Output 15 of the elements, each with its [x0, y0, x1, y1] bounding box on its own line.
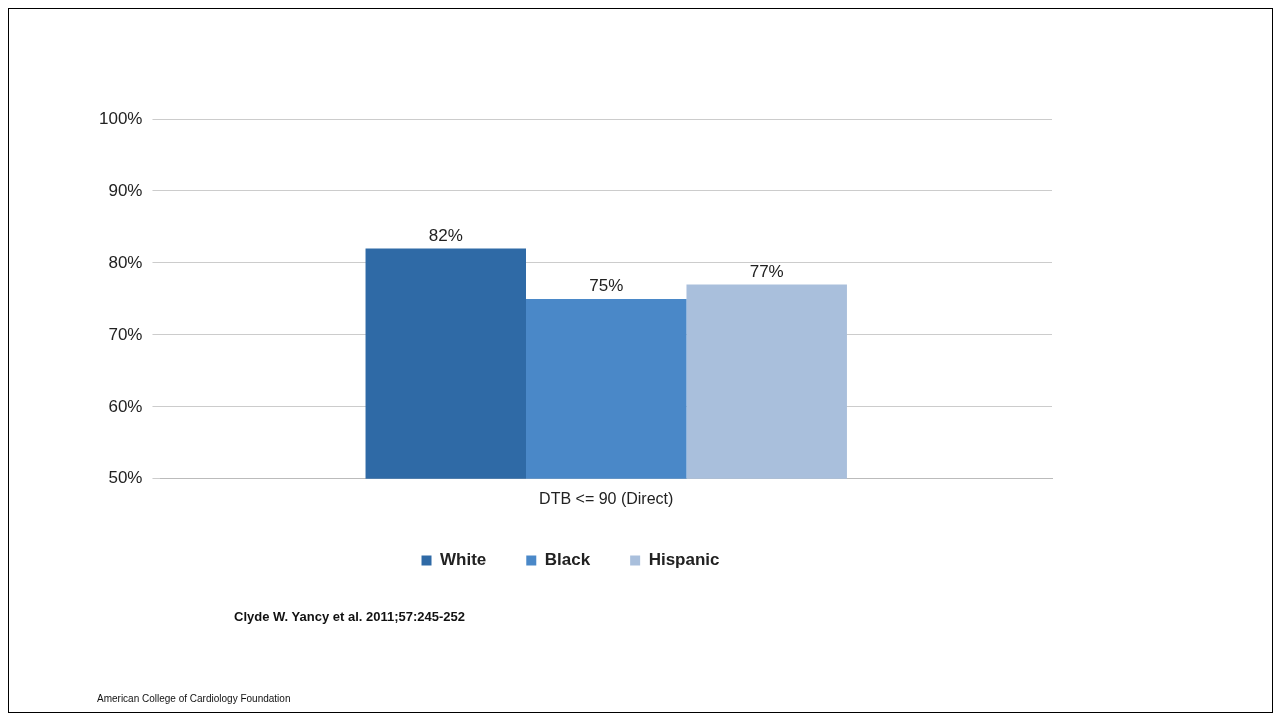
legend-label: Black [544, 550, 591, 570]
data-label: 82% [428, 225, 463, 245]
text: Clyde W. Yancy et al. 2011;57:245-252 [234, 609, 466, 624]
y-tick-label: 100% [99, 108, 143, 128]
y-tick-label: 50% [108, 468, 143, 488]
text: American College of Cardiology Foundation [97, 693, 291, 704]
y-tick-label: 70% [108, 324, 143, 344]
data-label: 75% [589, 276, 624, 296]
data-label: 77% [749, 261, 784, 281]
y-tick-label: 90% [108, 180, 143, 200]
y-tick-label: 80% [108, 252, 143, 272]
y-tick-label: 60% [108, 396, 143, 416]
legend-label: Hispanic [648, 550, 720, 570]
legend-label: White [440, 550, 487, 570]
x-tick-label: DTB <= 90 (Direct) [539, 489, 674, 507]
